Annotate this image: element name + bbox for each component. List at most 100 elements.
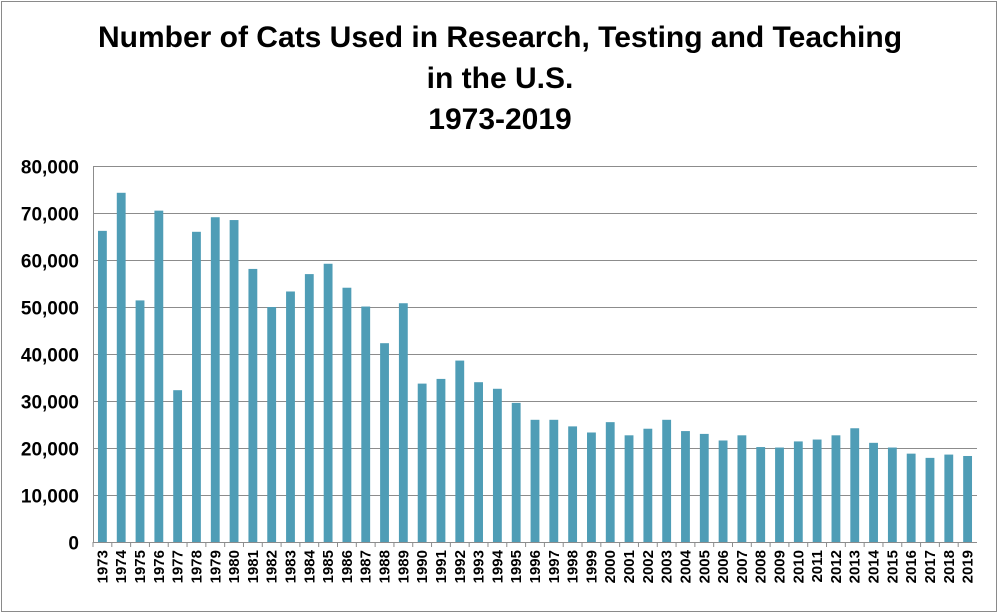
x-tick-label: 2006 — [715, 550, 732, 583]
bar — [154, 210, 164, 542]
bar — [436, 378, 446, 542]
x-tick-label: 1984 — [301, 549, 318, 583]
x-tick-label: 1999 — [583, 550, 600, 583]
bar — [681, 431, 690, 542]
y-tick-label: 50,000 — [21, 299, 79, 320]
bar — [323, 263, 333, 542]
x-tick-label: 1976 — [151, 550, 168, 583]
bar — [775, 447, 784, 542]
x-tick-label: 1990 — [414, 550, 431, 583]
bar — [511, 402, 521, 542]
bar — [850, 428, 860, 542]
x-tick-label: 2010 — [790, 550, 807, 583]
x-tick-label: 2014 — [866, 549, 883, 583]
x-tick-label: 1996 — [527, 550, 544, 583]
bar — [887, 447, 897, 542]
bar — [568, 426, 578, 542]
x-tick-label: 2000 — [602, 550, 619, 583]
bar — [417, 383, 427, 542]
x-tick-label: 1977 — [170, 550, 187, 583]
x-tick-label: 2005 — [696, 550, 713, 583]
x-tick-label: 2004 — [677, 549, 694, 583]
y-tick-label: 40,000 — [21, 346, 79, 367]
bar — [530, 419, 540, 542]
bar — [587, 432, 596, 542]
bar — [643, 428, 653, 542]
bar — [793, 441, 803, 542]
x-tick-label: 1978 — [188, 550, 205, 583]
bar — [756, 447, 766, 542]
bar — [549, 419, 559, 542]
x-tick-label: 1988 — [377, 550, 394, 583]
y-tick-label: 80,000 — [21, 158, 79, 179]
bar — [116, 192, 126, 543]
x-tick-labels: 1973 1974 1975 1976 1977 1978 1979 1980 1981 1982… — [94, 549, 976, 583]
bar — [380, 343, 389, 542]
bar — [624, 435, 634, 542]
bar — [474, 382, 483, 542]
bar — [398, 303, 408, 542]
bar — [192, 231, 201, 543]
x-tick-label: 2012 — [828, 550, 845, 583]
x-tick-label: 1995 — [508, 550, 525, 583]
bar — [97, 230, 107, 543]
bar — [267, 307, 277, 542]
bar — [605, 422, 615, 542]
y-tick-label: 30,000 — [21, 393, 79, 414]
x-tick-label: 2011 — [809, 550, 826, 583]
x-tick-label: 2001 — [621, 550, 638, 583]
bar — [831, 435, 841, 542]
x-tick-label: 2013 — [847, 550, 864, 583]
x-tick-label: 1987 — [358, 550, 375, 583]
x-tick-label: 2015 — [884, 550, 901, 583]
bar — [925, 457, 935, 542]
bar — [699, 433, 709, 542]
bar — [812, 439, 822, 542]
bar — [173, 390, 183, 542]
x-tick-label: 1983 — [282, 550, 299, 583]
x-tick-label: 1992 — [452, 550, 469, 583]
bar — [248, 268, 258, 542]
x-tick-label: 1994 — [489, 549, 506, 583]
bar — [944, 454, 954, 542]
chart-title-line-2: in the U.S. — [426, 62, 574, 95]
x-tick-label: 2008 — [753, 550, 770, 583]
x-tick-label: 2007 — [734, 550, 751, 583]
x-tick-label: 1979 — [207, 550, 224, 583]
y-tick-label: 0 — [68, 534, 79, 555]
bar — [210, 217, 220, 543]
bar — [229, 220, 239, 543]
bar — [492, 388, 502, 542]
bar — [135, 300, 145, 542]
x-tick-label: 1989 — [395, 550, 412, 583]
chart-title-line-1: Number of Cats Used in Research, Testing… — [97, 21, 903, 54]
bar — [869, 442, 878, 542]
x-tick-label: 1991 — [433, 550, 450, 583]
y-tick-label: 20,000 — [21, 440, 79, 461]
bar — [342, 287, 352, 542]
x-tick-label: 1981 — [245, 550, 262, 583]
bars — [97, 192, 973, 543]
bar — [304, 274, 314, 542]
x-tick-label: 2002 — [640, 550, 657, 583]
x-tick-label: 1982 — [264, 550, 281, 583]
x-tick-label: 1993 — [471, 550, 488, 583]
bar — [455, 360, 465, 542]
x-tick-label: 2018 — [941, 550, 958, 583]
bar — [662, 419, 672, 542]
axes — [92, 166, 977, 547]
x-tick-label: 1997 — [546, 550, 563, 583]
y-tick-label: 70,000 — [21, 205, 79, 226]
x-tick-label: 1975 — [132, 550, 149, 583]
bar — [361, 306, 371, 542]
bar — [286, 291, 295, 542]
x-tick-label: 1985 — [320, 550, 337, 583]
x-tick-label: 2009 — [772, 550, 789, 583]
x-tick-label: 2017 — [922, 550, 939, 583]
bar — [906, 453, 916, 542]
x-tick-label: 2019 — [960, 550, 977, 583]
bar — [963, 455, 973, 542]
x-tick-label: 1980 — [226, 550, 243, 583]
y-tick-labels: 0 10,000 20,000 30,000 40,000 50,000 60,000 70,… — [21, 158, 79, 555]
